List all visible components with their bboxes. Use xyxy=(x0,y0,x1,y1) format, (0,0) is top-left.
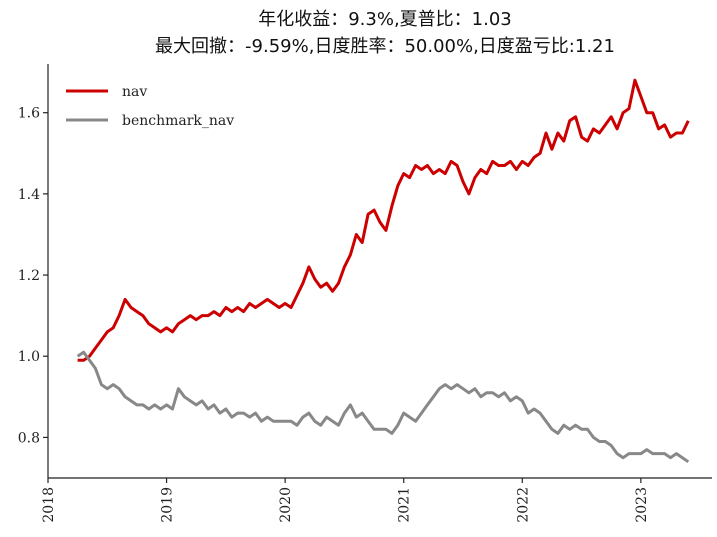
x-tick-label: 2018 xyxy=(41,487,57,523)
y-axis-ticks: 0.8 1.0 1.2 1.4 1.6 xyxy=(18,106,48,446)
series-line-nav xyxy=(77,78,690,362)
legend-label-nav: nav xyxy=(122,84,147,100)
series-layer xyxy=(76,78,690,464)
plot-area: 0.8 1.0 1.2 1.4 1.6 2018 2019 2020 2021 2022 2023 xyxy=(18,64,712,523)
chart-title-line-1: 年化收益：9.3%,夏普比：1.03 xyxy=(258,9,512,30)
y-tick-label: 0.8 xyxy=(18,430,40,446)
x-tick-label: 2021 xyxy=(397,487,413,523)
legend-label-benchmark-nav: benchmark_nav xyxy=(122,113,234,129)
legend: nav benchmark_nav xyxy=(66,84,234,129)
y-tick-label: 1.0 xyxy=(18,349,40,365)
y-tick-label: 1.4 xyxy=(18,187,40,203)
series-line-benchmark-nav xyxy=(76,350,690,464)
x-axis-ticks: 2018 2019 2020 2021 2022 2023 xyxy=(41,478,650,523)
y-tick-label: 1.2 xyxy=(18,268,40,284)
x-tick-label: 2019 xyxy=(160,487,176,523)
x-tick-label: 2023 xyxy=(634,487,650,523)
x-tick-label: 2020 xyxy=(278,487,294,523)
chart-title-line-2: 最大回撤：-9.59%,日度胜率：50.00%,日度盈亏比:1.21 xyxy=(155,36,615,57)
x-tick-label: 2022 xyxy=(515,487,531,523)
y-tick-label: 1.6 xyxy=(18,106,40,122)
